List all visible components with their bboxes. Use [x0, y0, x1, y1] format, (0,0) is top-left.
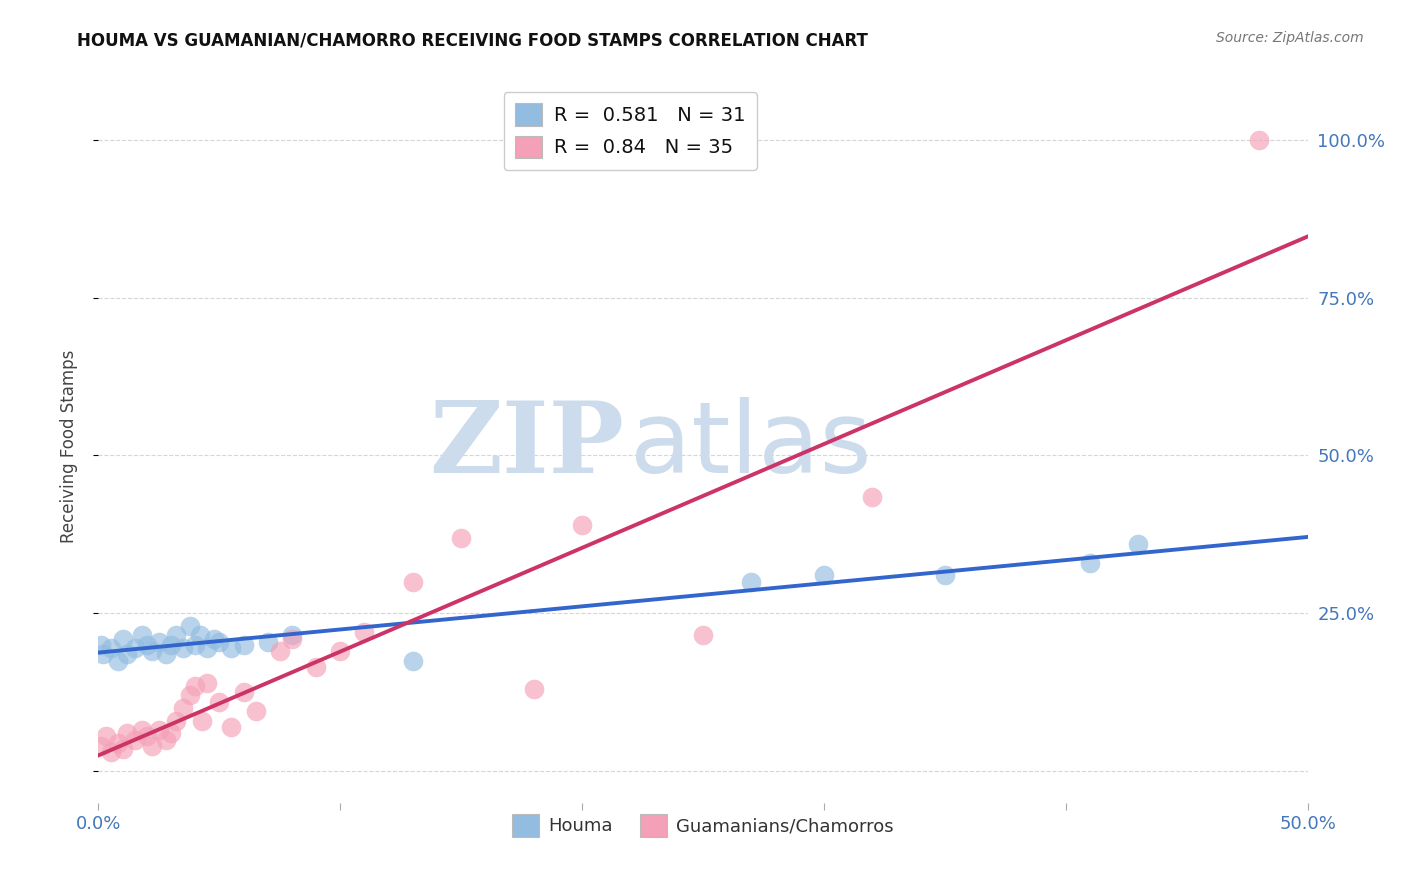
Point	[148, 634, 170, 648]
Point	[221, 641, 243, 656]
Point	[195, 675, 218, 690]
Point	[184, 679, 207, 693]
Point	[740, 574, 762, 589]
Point	[208, 634, 231, 648]
Point	[232, 638, 254, 652]
Text: HOUMA VS GUAMANIAN/CHAMORRO RECEIVING FOOD STAMPS CORRELATION CHART: HOUMA VS GUAMANIAN/CHAMORRO RECEIVING FO…	[77, 31, 869, 49]
Point	[450, 531, 472, 545]
Point	[523, 682, 546, 697]
Point	[208, 695, 231, 709]
Point	[1249, 133, 1271, 147]
Point	[91, 648, 114, 662]
Point	[179, 689, 201, 703]
Point	[155, 648, 177, 662]
Point	[402, 654, 425, 668]
Point	[107, 654, 129, 668]
Point	[191, 714, 214, 728]
Point	[1078, 556, 1101, 570]
Point	[813, 568, 835, 582]
Point	[141, 739, 163, 753]
Point	[155, 732, 177, 747]
Point	[94, 730, 117, 744]
Text: Source: ZipAtlas.com: Source: ZipAtlas.com	[1216, 31, 1364, 45]
Point	[860, 490, 883, 504]
Point	[90, 739, 112, 753]
Point	[100, 745, 122, 759]
Point	[107, 736, 129, 750]
Y-axis label: Receiving Food Stamps: Receiving Food Stamps	[59, 350, 77, 542]
Text: atlas: atlas	[630, 398, 872, 494]
Text: ZIP: ZIP	[429, 398, 624, 494]
Point	[148, 723, 170, 738]
Point	[402, 574, 425, 589]
Point	[1128, 537, 1150, 551]
Point	[692, 628, 714, 642]
Point	[256, 634, 278, 648]
Point	[131, 723, 153, 738]
Point	[269, 644, 291, 658]
Point	[111, 742, 134, 756]
Point	[353, 625, 375, 640]
Point	[90, 638, 112, 652]
Point	[281, 632, 304, 646]
Point	[232, 685, 254, 699]
Point	[281, 628, 304, 642]
Point	[934, 568, 956, 582]
Point	[165, 714, 187, 728]
Point	[165, 628, 187, 642]
Point	[195, 641, 218, 656]
Point	[305, 660, 328, 674]
Point	[184, 638, 207, 652]
Point	[117, 726, 139, 740]
Point	[117, 648, 139, 662]
Point	[172, 701, 194, 715]
Point	[571, 517, 593, 532]
Point	[221, 720, 243, 734]
Point	[100, 641, 122, 656]
Point	[204, 632, 226, 646]
Point	[124, 641, 146, 656]
Point	[131, 628, 153, 642]
Legend: Houma, Guamanians/Chamorros: Houma, Guamanians/Chamorros	[505, 807, 901, 844]
Point	[172, 641, 194, 656]
Point	[188, 628, 211, 642]
Point	[141, 644, 163, 658]
Point	[329, 644, 352, 658]
Point	[245, 704, 267, 718]
Point	[160, 726, 183, 740]
Point	[179, 619, 201, 633]
Point	[124, 732, 146, 747]
Point	[111, 632, 134, 646]
Point	[135, 730, 157, 744]
Point	[135, 638, 157, 652]
Point	[160, 638, 183, 652]
